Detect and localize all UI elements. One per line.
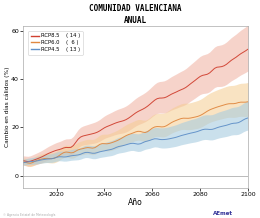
Text: AEmet: AEmet	[213, 211, 233, 216]
Legend: RCP8.5    ( 14 ), RCP6.0    (  6 ), RCP4.5    ( 13 ): RCP8.5 ( 14 ), RCP6.0 ( 6 ), RCP4.5 ( 13…	[28, 31, 82, 55]
Text: © Agencia Estatal de Meteorología: © Agencia Estatal de Meteorología	[3, 213, 55, 217]
X-axis label: Año: Año	[128, 198, 143, 207]
Y-axis label: Cambio en días cálidos (%): Cambio en días cálidos (%)	[4, 66, 10, 147]
Title: COMUNIDAD VALENCIANA
ANUAL: COMUNIDAD VALENCIANA ANUAL	[89, 4, 182, 25]
